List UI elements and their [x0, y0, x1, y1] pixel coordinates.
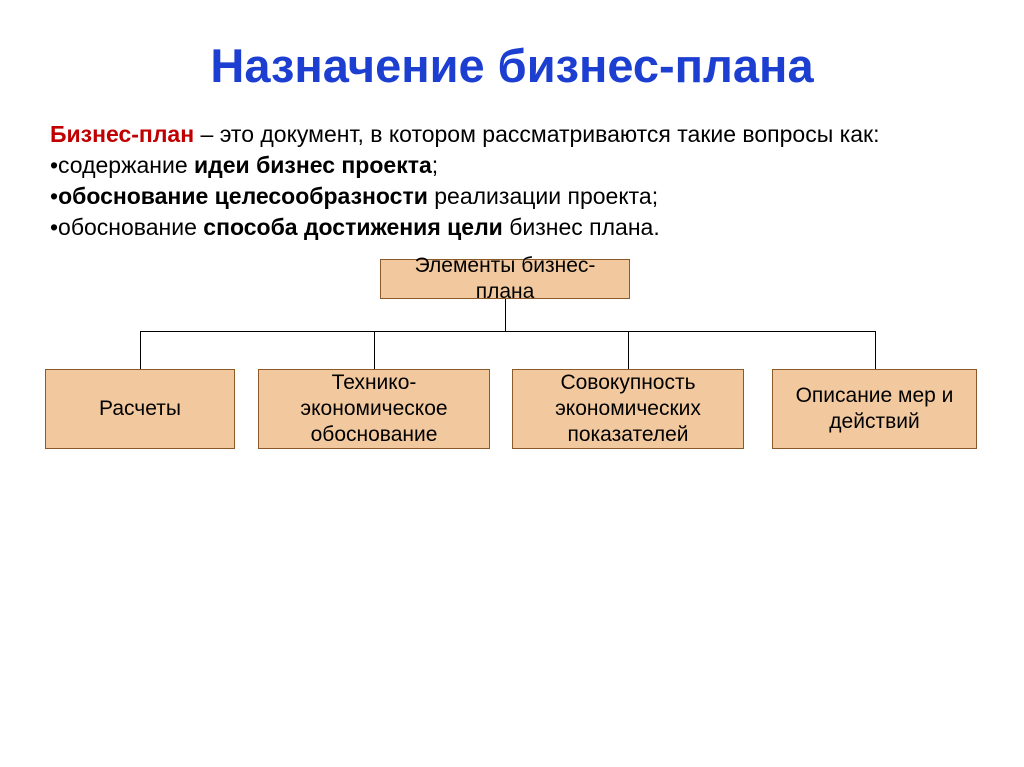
bullet-line: •обоснование способа достижения цели биз… [50, 214, 974, 241]
connector-v [140, 331, 141, 369]
bullet-bold: способа достижения цели [203, 214, 503, 240]
bullet-suffix: бизнес плана. [503, 214, 660, 240]
definition-block: Бизнес-план – это документ, в котором ра… [0, 93, 1024, 241]
connector-v [875, 331, 876, 369]
connector-h [140, 331, 875, 332]
tree-child-node: Совокупность экономических показателей [512, 369, 744, 449]
connector-v [628, 331, 629, 369]
tree-root-node: Элементы бизнес-плана [380, 259, 630, 299]
definition-rest: – это документ, в котором рассматриваютс… [194, 121, 879, 147]
connector-v [505, 299, 506, 331]
bullet-line: •обоснование целесообразности реализации… [50, 183, 974, 210]
definition-line: Бизнес-план – это документ, в котором ра… [50, 121, 974, 148]
page-title: Назначение бизнес-плана [0, 0, 1024, 93]
bullet-prefix: • [50, 183, 58, 209]
bullet-suffix: реализации проекта; [428, 183, 658, 209]
bullet-suffix: ; [432, 152, 438, 178]
tree-child-node: Расчеты [45, 369, 235, 449]
connector-v [374, 331, 375, 369]
tree-child-node: Описание мер и действий [772, 369, 977, 449]
tree-diagram: Элементы бизнес-плана Расчеты Технико-экон… [0, 259, 1024, 519]
bullet-bold: обоснование целесообразности [58, 183, 428, 209]
bullet-line: •содержание идеи бизнес проекта; [50, 152, 974, 179]
bullet-prefix: •содержание [50, 152, 194, 178]
tree-child-node: Технико-экономическое обоснование [258, 369, 490, 449]
bullet-bold: идеи бизнес проекта [194, 152, 432, 178]
definition-term: Бизнес-план [50, 121, 194, 147]
bullet-prefix: •обоснование [50, 214, 203, 240]
